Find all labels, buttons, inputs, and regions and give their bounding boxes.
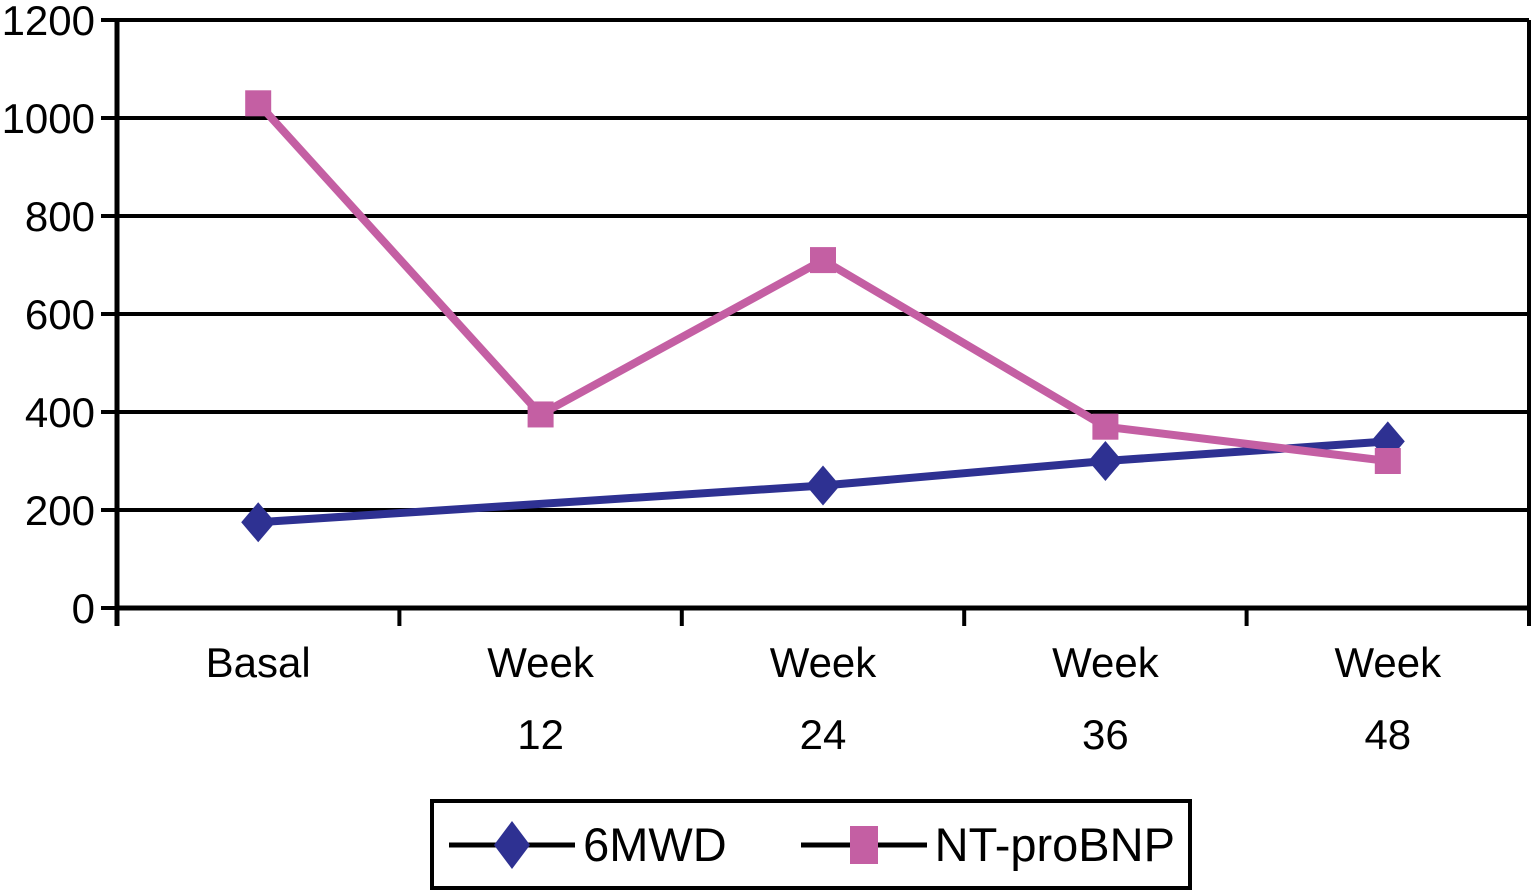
data-point-square — [245, 90, 272, 117]
data-point-diamond — [1088, 441, 1123, 481]
legend-item-6mwd: 6MWD — [447, 817, 727, 873]
series-line-6mwd — [257, 437, 1389, 527]
x-axis-label: Basal — [206, 639, 311, 686]
diamond-glyph — [494, 820, 531, 869]
y-axis-label: 0 — [72, 585, 95, 632]
x-axis-label: Week — [487, 639, 595, 686]
diamond-marker-icon — [449, 820, 576, 869]
legend-item-ntprobnp: NT-proBNP — [799, 817, 1175, 873]
data-point-square — [527, 401, 554, 428]
series-line-nt-probnp — [255, 100, 1389, 465]
x-axis-label: Week — [1334, 639, 1442, 686]
y-axis-label: 1000 — [2, 95, 95, 142]
x-axis-label: 36 — [1082, 711, 1129, 758]
x-axis-label: 12 — [517, 711, 564, 758]
y-axis-label: 400 — [25, 389, 95, 436]
square-marker-icon — [800, 825, 927, 864]
x-axis-label: Week — [770, 639, 878, 686]
y-axis-label: 200 — [25, 487, 95, 534]
square-glyph — [849, 825, 878, 864]
data-point-diamond — [241, 502, 276, 543]
x-axis-label: 24 — [800, 711, 847, 758]
legend: 6MWD NT-proBNP — [430, 799, 1192, 890]
legend-label-ntprobnp: NT-proBNP — [934, 818, 1175, 871]
data-point-diamond — [806, 465, 840, 506]
y-axis-label: 600 — [25, 291, 95, 338]
data-point-square — [1374, 448, 1401, 474]
y-axis-label: 800 — [25, 193, 95, 240]
data-point-square — [810, 247, 836, 274]
data-point-square — [1092, 413, 1119, 440]
legend-label-6mwd: 6MWD — [583, 818, 727, 871]
x-axis-label: Week — [1052, 639, 1160, 686]
y-axis-label: 1200 — [2, 0, 95, 44]
x-axis-label: 48 — [1364, 711, 1411, 758]
